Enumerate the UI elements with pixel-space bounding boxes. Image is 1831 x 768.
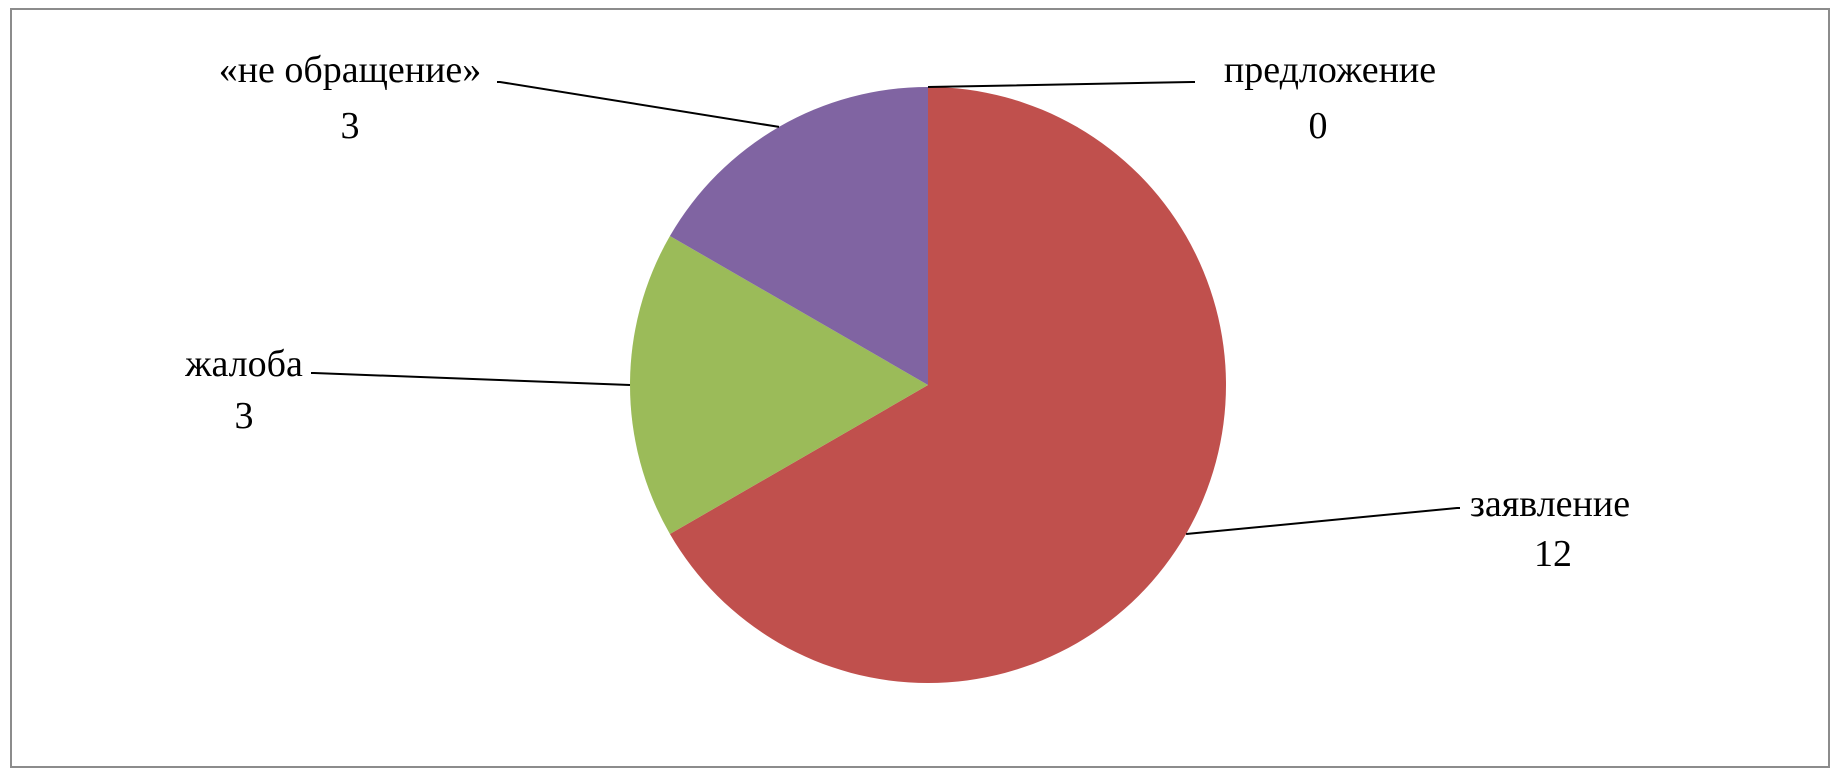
leader-line-2 xyxy=(311,372,631,386)
pie-slice-2 xyxy=(630,236,928,534)
label-value-ne-obrashchenie: 3 xyxy=(341,105,360,147)
leader-line-1 xyxy=(1185,507,1460,535)
leader-line-0 xyxy=(927,81,1195,88)
label-name-zhaloba: жалоба xyxy=(184,343,303,385)
label-name-ne-obrashchenie: «не обращение» xyxy=(219,49,482,91)
label-value-predlozhenie: 0 xyxy=(1309,105,1328,147)
label-value-zayavlenie: 12 xyxy=(1534,533,1572,575)
data-labels: предложение 0 заявление 12 жалоба 3 «не … xyxy=(184,49,1630,575)
label-value-zhaloba: 3 xyxy=(235,395,254,437)
pie-slice-1 xyxy=(669,87,1226,683)
pie-slices xyxy=(630,87,1226,683)
leader-line-3 xyxy=(497,81,780,128)
pie-slice-3 xyxy=(669,87,928,385)
label-name-predlozhenie: предложение xyxy=(1224,49,1436,91)
leader-lines xyxy=(311,81,1460,535)
label-name-zayavlenie: заявление xyxy=(1470,483,1630,525)
